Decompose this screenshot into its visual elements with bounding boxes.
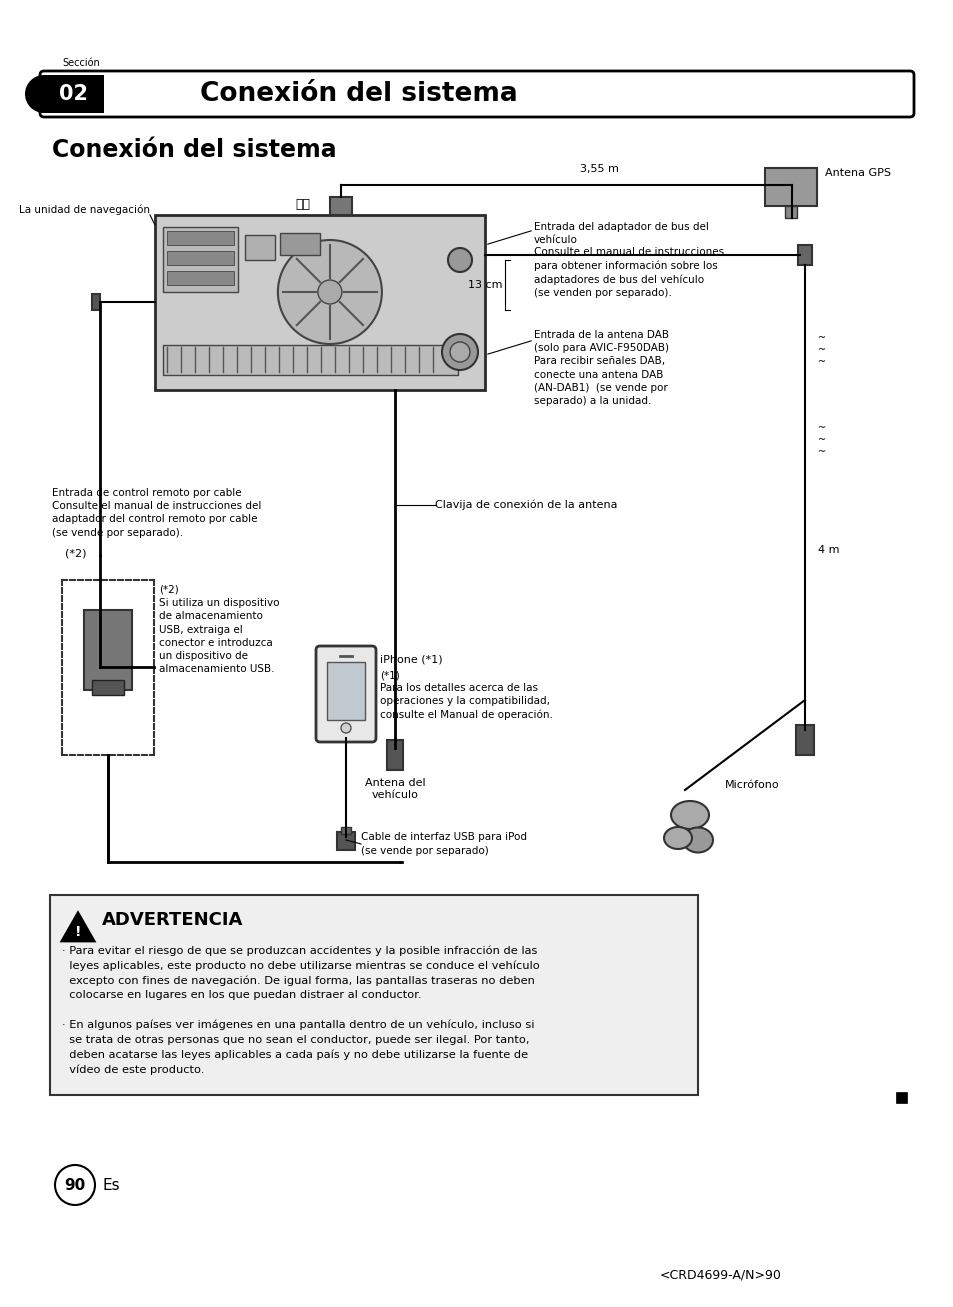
Ellipse shape <box>663 827 691 850</box>
Ellipse shape <box>682 827 712 852</box>
Text: 3,55 m: 3,55 m <box>579 163 618 174</box>
FancyBboxPatch shape <box>40 71 913 118</box>
Bar <box>784 207 796 218</box>
Bar <box>91 680 124 695</box>
Bar <box>154 214 484 389</box>
Text: Entrada del adaptador de bus del
vehículo: Entrada del adaptador de bus del vehícul… <box>534 222 708 246</box>
Text: ⌒⌒: ⌒⌒ <box>294 199 310 212</box>
Text: Es: Es <box>103 1178 120 1192</box>
Bar <box>167 231 233 244</box>
Text: <CRD4699-A/N>90: <CRD4699-A/N>90 <box>659 1269 781 1281</box>
Text: iPhone (*1): iPhone (*1) <box>379 655 442 665</box>
Polygon shape <box>62 914 94 941</box>
Text: (*2): (*2) <box>65 548 87 558</box>
Bar <box>245 235 274 260</box>
Text: ADVERTENCIA: ADVERTENCIA <box>102 911 243 929</box>
Circle shape <box>448 248 472 272</box>
Bar <box>340 827 351 834</box>
Text: Consulte el manual de instrucciones
para obtener información sobre los
adaptador: Consulte el manual de instrucciones para… <box>534 247 723 298</box>
Circle shape <box>25 74 63 112</box>
Text: · En algunos países ver imágenes en una pantalla dentro de un vehículo, incluso : · En algunos países ver imágenes en una … <box>62 1019 534 1076</box>
Text: Conexión del sistema: Conexión del sistema <box>52 139 336 162</box>
Text: · Para evitar el riesgo de que se produzcan accidentes y la posible infracción d: · Para evitar el riesgo de que se produz… <box>62 945 539 1000</box>
Circle shape <box>441 335 477 370</box>
FancyBboxPatch shape <box>315 646 375 742</box>
Bar <box>336 833 355 850</box>
Bar <box>795 725 813 755</box>
Text: ~
~
~: ~ ~ ~ <box>817 423 825 456</box>
Text: 4 m: 4 m <box>817 545 839 555</box>
Bar <box>84 610 132 690</box>
Text: (*1)
Para los detalles acerca de las
operaciones y la compatibilidad,
consulte e: (*1) Para los detalles acerca de las ope… <box>379 670 553 720</box>
Bar <box>50 895 698 1095</box>
Text: Entrada de control remoto por cable
Consulte el manual de instrucciones del
adap: Entrada de control remoto por cable Cons… <box>52 488 261 537</box>
Bar <box>167 251 233 265</box>
Bar <box>91 294 100 310</box>
Bar <box>44 74 104 112</box>
Circle shape <box>450 342 470 362</box>
Circle shape <box>340 723 351 733</box>
Bar <box>163 345 457 375</box>
Text: Cable de interfaz USB para iPod
(se vende por separado): Cable de interfaz USB para iPod (se vend… <box>360 833 526 856</box>
Bar <box>163 227 237 291</box>
Text: 90: 90 <box>64 1178 86 1192</box>
Text: 02: 02 <box>59 84 89 105</box>
Text: Antena GPS: Antena GPS <box>824 169 890 178</box>
Text: Clavija de conexión de la antena: Clavija de conexión de la antena <box>435 499 617 510</box>
Text: Antena del
vehículo: Antena del vehículo <box>364 778 425 800</box>
Bar <box>764 169 816 207</box>
Text: La unidad de navegación: La unidad de navegación <box>19 205 150 216</box>
Bar <box>387 740 402 770</box>
Bar <box>167 271 233 285</box>
Text: !: ! <box>74 925 81 938</box>
Bar <box>280 233 319 255</box>
Circle shape <box>317 280 341 305</box>
Bar <box>330 197 352 214</box>
Text: ~
~
~: ~ ~ ~ <box>817 333 825 366</box>
Text: Conexión del sistema: Conexión del sistema <box>200 81 517 107</box>
Circle shape <box>55 1165 95 1205</box>
Text: Sección: Sección <box>62 58 100 68</box>
Text: 13 cm: 13 cm <box>468 280 502 290</box>
Text: Micrófono: Micrófono <box>724 780 779 789</box>
Text: Entrada de la antena DAB
(solo para AVIC-F950DAB)
Para recibir señales DAB,
cone: Entrada de la antena DAB (solo para AVIC… <box>534 329 668 406</box>
Bar <box>895 1093 906 1103</box>
Bar <box>797 244 811 265</box>
Circle shape <box>277 240 381 344</box>
Text: (*2)
Si utiliza un dispositivo
de almacenamiento
USB, extraiga el
conector e int: (*2) Si utiliza un dispositivo de almace… <box>159 586 279 674</box>
Ellipse shape <box>670 801 708 829</box>
Bar <box>327 663 365 720</box>
